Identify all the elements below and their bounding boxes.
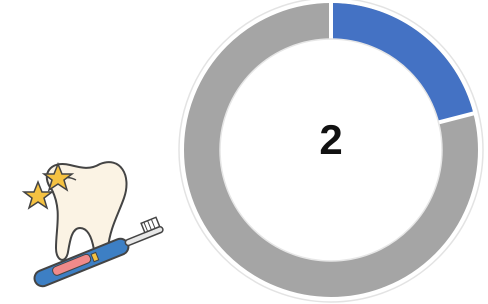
timer-screen: 2 [0, 0, 488, 304]
timer-label: 2 [319, 116, 342, 163]
tooth-illustration [24, 162, 166, 289]
